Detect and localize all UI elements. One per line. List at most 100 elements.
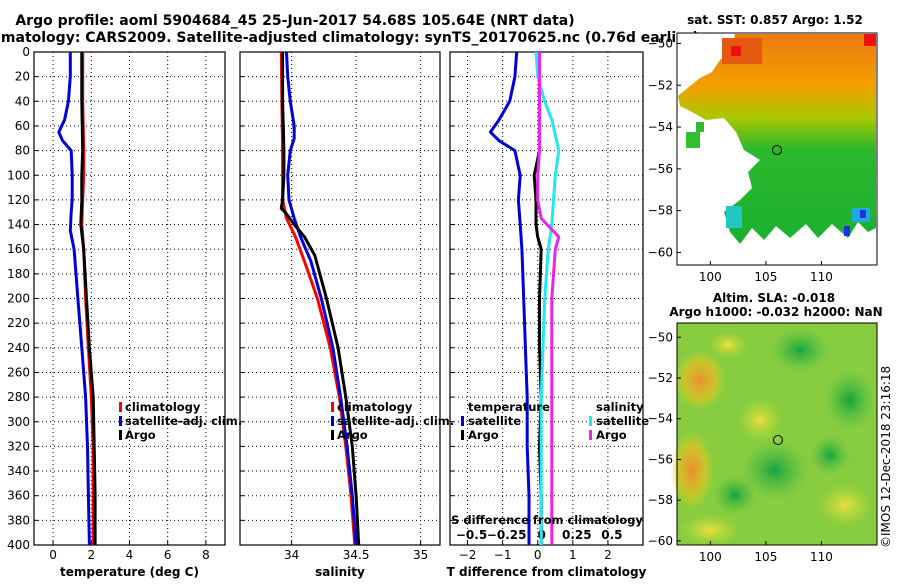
map-y-tick-label: −52 [648,371,673,385]
map-x-tick-label: 105 [754,270,777,284]
sla-negative-anomaly [770,328,830,372]
y-tick-label: 160 [7,242,30,256]
y-tick-label: 260 [7,365,30,379]
sla-map [670,322,878,546]
series-line-satellite-adj-clim- [285,51,358,546]
sla-negative-anomaly [824,370,876,430]
series-line-argo [79,52,97,545]
y-tick-label: 400 [7,538,30,552]
series-line-argo [279,52,361,546]
x-axis-label: salinity [315,565,365,579]
map-y-tick-label: −50 [648,330,673,344]
map-y-tick-label: −60 [648,245,673,259]
x-tick-label: 0 [49,548,57,562]
legend-label-temp-argo: Argo [468,428,499,442]
legend-swatch-argo [119,430,122,440]
figure-title-line-1: Argo profile: aoml 5904684_45 25-Jun-201… [15,13,574,29]
sst-map-axes: −50 −52 −54 −56 −58 −60 100 105 110 [648,36,833,284]
legend-label-argo: Argo [337,428,368,442]
top-x-tick-label: 0.5 [601,528,622,542]
legend-label-temp-satellite: satellite [468,414,521,428]
x-tick-label: 1 [569,548,577,562]
map-x-tick-label: 110 [810,550,833,564]
x-tick-label: 2 [87,548,95,562]
series-line-satellite-adj-clim- [57,52,91,546]
x-tick-label: 4 [126,548,134,562]
sla-map-axes: −50 −52 −54 −56 −58 −60 100 105 110 [648,330,833,564]
sla-warm-anomaly [674,350,726,410]
legend-label-sal-satellite: satellite [596,414,649,428]
top-x-tick-label: −0.5 [456,528,487,542]
sst-map-title: sat. SST: 0.857 Argo: 1.52 [687,13,863,27]
y-tick-label: 340 [7,464,30,478]
legend-label-satellite: satellite-adj. clim. [125,414,242,428]
legend-swatch-climatology [119,402,122,412]
y-tick-label: 180 [7,267,30,281]
x-tick-label: 35 [413,548,428,562]
y-tick-label: 120 [7,193,30,207]
legend-label-satellite: satellite-adj. clim. [337,414,454,428]
sla-negative-anomaly [713,475,757,515]
x-tick-label: 0 [534,548,542,562]
sst-hot-patch [731,46,741,56]
sst-green-patch [686,132,700,148]
legend-swatch-sal-satellite [589,416,592,426]
map-y-tick-label: −54 [648,412,673,426]
difference-salinity-legend: salinity satellite Argo [589,400,649,442]
sst-warm-patch [722,38,762,64]
x-tick-label: 34.5 [343,548,370,562]
y-tick-label: 240 [7,341,30,355]
map-x-tick-label: 100 [699,270,722,284]
sst-field [678,34,876,244]
legend-swatch-satellite [331,416,334,426]
y-tick-label: 100 [7,168,30,182]
y-tick-label: 320 [7,439,30,453]
sst-argo-location-marker [772,145,782,155]
difference-panel: −2 −1 0 1 2 T difference from climatology −0.5… [447,51,647,579]
legend-title-temperature: temperature [468,400,550,414]
y-tick-label: 0 [22,45,30,59]
sla-map-title-line-2: Argo h1000: -0.032 h2000: NaN [669,305,882,319]
legend-label-sal-argo: Argo [596,428,627,442]
legend-swatch-temp-satellite [461,416,464,426]
sla-positive-anomaly [817,483,873,527]
difference-temperature-legend: temperature satellite Argo [461,400,550,442]
x-tick-label: 8 [202,548,210,562]
y-tick-label: 80 [15,144,30,158]
top-x-tick-label: −0.25 [487,528,527,542]
map-y-tick-label: −58 [648,493,673,507]
legend-swatch-argo [331,430,334,440]
y-tick-label: 60 [15,119,30,133]
sst-cold-patch [844,226,850,236]
sla-negative-anomaly [810,435,850,475]
y-tick-label: 40 [15,94,30,108]
sst-map [676,32,878,266]
legend-swatch-satellite [119,416,122,426]
sla-positive-anomaly [738,398,782,442]
map-y-tick-label: −50 [648,36,673,50]
sst-cold-patch [860,210,866,218]
series-line-salinity-argo [536,52,561,545]
sst-hot-patch [864,34,876,46]
series-line-salinity-satellite [534,51,561,545]
x-tick-label: 6 [164,548,172,562]
map-y-tick-label: −58 [648,204,673,218]
y-tick-label: 140 [7,218,30,232]
legend-swatch-climatology [331,402,334,412]
y-tick-label: 280 [7,390,30,404]
map-y-tick-label: −52 [648,78,673,92]
legend-label-climatology: climatology [337,400,413,414]
y-tick-label: 300 [7,415,30,429]
y-tick-label: 360 [7,489,30,503]
temperature-legend: climatology satellite-adj. clim. Argo [119,400,242,442]
map-x-tick-label: 100 [699,550,722,564]
sla-positive-anomaly [708,331,748,359]
y-tick-label: 380 [7,513,30,527]
sst-green-patch [696,122,704,132]
salinity-legend: climatology satellite-adj. clim. Argo [331,400,454,442]
x-axis-label: T difference from climatology [447,565,647,579]
legend-title-salinity: salinity [596,400,644,414]
figure-title-line-2: Climatology: CARS2009. Satellite-adjuste… [0,30,699,46]
imos-credit: ©IMOS 12-Dec-2018 23:16:18 [879,366,893,548]
